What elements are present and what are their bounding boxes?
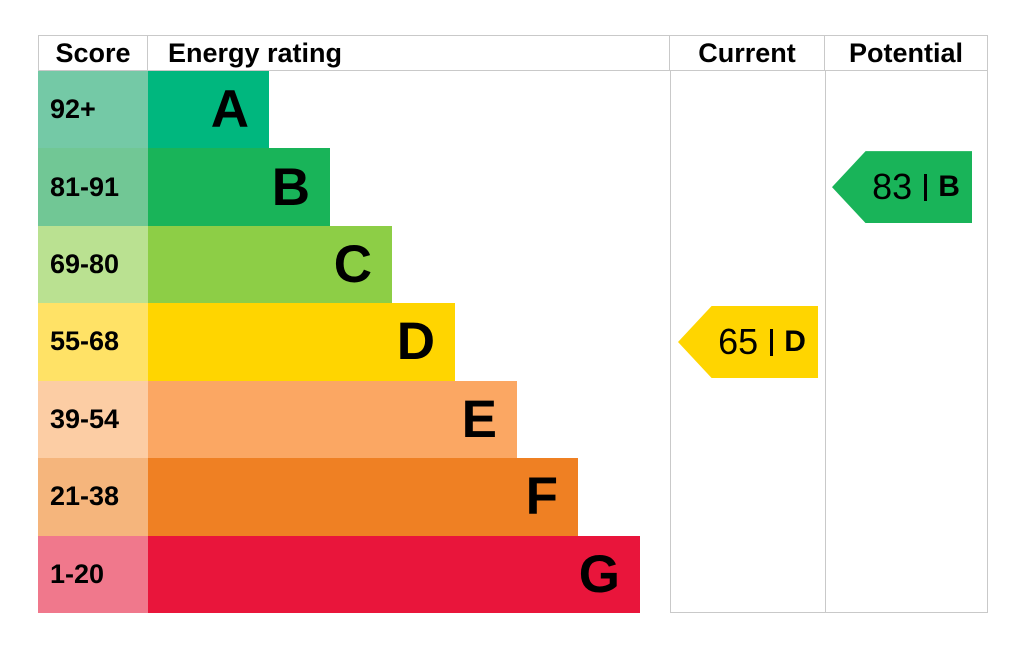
potential-column-header: Potential: [825, 35, 988, 71]
band-bar-d: D: [148, 303, 455, 381]
band-bar-f: F: [148, 458, 578, 536]
band-bar-b: B: [148, 148, 330, 226]
band-row-f: 21-38 F: [38, 458, 988, 536]
band-bar-c: C: [148, 225, 392, 304]
current-column-left-border: [670, 71, 671, 613]
band-bar-g: G: [148, 535, 640, 613]
band-row-c: 69-80 C: [38, 225, 988, 304]
band-row-a: 92+ A: [38, 71, 988, 149]
score-range-e: 39-54: [38, 380, 148, 459]
epc-rating-chart: Score Energy rating Current Potential 92…: [38, 35, 988, 613]
band-row-e: 39-54 E: [38, 380, 988, 459]
band-row-g: 1-20 G: [38, 535, 988, 613]
band-bar-e: E: [148, 380, 517, 459]
score-range-b: 81-91: [38, 148, 148, 226]
arrow-divider: [770, 328, 774, 356]
score-range-f: 21-38: [38, 458, 148, 536]
band-row-d: 55-68 D: [38, 303, 988, 381]
band-bar-a: A: [148, 71, 269, 149]
chart-header-row: Score Energy rating Current Potential: [38, 35, 988, 71]
arrow-divider: [924, 173, 928, 201]
potential-column-left-border: [825, 71, 826, 613]
score-range-c: 69-80: [38, 225, 148, 304]
potential-rating-arrow: 83 B: [832, 151, 972, 224]
band-row-b: 81-91 B: [38, 148, 988, 226]
score-range-d: 55-68: [38, 303, 148, 381]
current-rating-value: 65: [718, 321, 759, 362]
current-column-header: Current: [670, 35, 825, 71]
score-range-a: 92+: [38, 71, 148, 149]
score-range-g: 1-20: [38, 535, 148, 613]
energy-rating-column-header: Energy rating: [148, 35, 670, 71]
potential-rating-band: B: [938, 170, 960, 204]
potential-column-right-border: [987, 71, 988, 613]
potential-rating-value: 83: [872, 166, 913, 208]
columns-bottom-border: [670, 612, 988, 613]
current-rating-band: D: [784, 325, 806, 358]
band-rows: 92+ A 81-91 B 69-80 C 55-68 D 39-54 E 21-38 F 1-20 G: [38, 71, 988, 613]
current-rating-arrow: 65 D: [678, 306, 818, 378]
score-column-header: Score: [38, 35, 148, 71]
